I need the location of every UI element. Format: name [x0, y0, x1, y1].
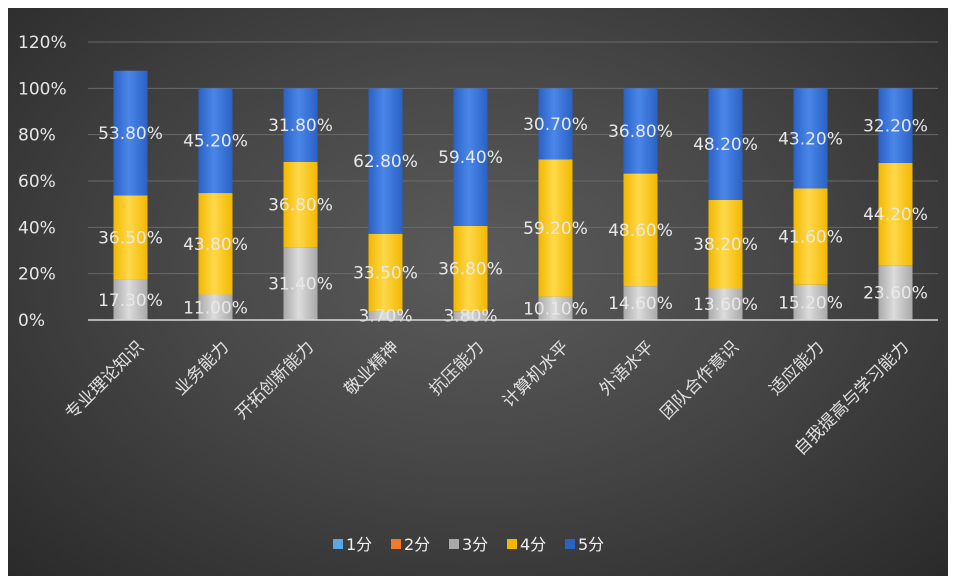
- y-tick-label: 80%: [18, 126, 56, 146]
- legend-swatch: [449, 539, 459, 549]
- x-category-label: 外语水平: [596, 337, 658, 399]
- data-label: 41.60%: [778, 228, 843, 248]
- data-label: 62.80%: [353, 152, 418, 172]
- bar-segment-5分: [878, 88, 913, 163]
- chart-area: 0% 20% 40% 60% 80% 100% 120% 17.30% 36.50% 53.80%…: [8, 8, 948, 576]
- data-label: 44.20%: [863, 205, 928, 225]
- data-label: 31.40%: [268, 275, 333, 295]
- legend-swatch: [391, 539, 401, 549]
- data-label: 59.40%: [438, 148, 503, 168]
- bar-segment-3分: [878, 265, 913, 320]
- data-label: 14.60%: [608, 294, 673, 314]
- data-label: 13.60%: [693, 295, 758, 315]
- y-tick-label: 120%: [18, 33, 67, 53]
- bar-segment-3分: [453, 311, 488, 320]
- data-label: 3.70%: [358, 307, 412, 327]
- bar-segment-5分: [368, 88, 403, 234]
- bar-segment-4分: [708, 199, 743, 289]
- data-label: 23.60%: [863, 284, 928, 304]
- data-label: 15.20%: [778, 293, 843, 313]
- y-tick-label: 60%: [18, 172, 56, 192]
- legend-swatch: [507, 539, 517, 549]
- x-category-label: 开拓创新能力: [232, 337, 318, 423]
- legend-label: 1分: [346, 535, 372, 554]
- data-label: 38.20%: [693, 235, 758, 255]
- bar-segment-4分: [198, 193, 233, 295]
- data-label: 33.50%: [353, 264, 418, 284]
- bar-segment-5分: [453, 88, 488, 226]
- bar-segment-4分: [113, 195, 148, 280]
- bar-segment-5分: [623, 88, 658, 174]
- x-category-label: 团队合作意识: [657, 337, 743, 423]
- x-category-label: 专业理论知识: [62, 337, 148, 423]
- data-label: 3.80%: [443, 307, 497, 327]
- bar-segment-5分: [198, 88, 233, 194]
- legend-swatch: [565, 539, 575, 549]
- legend-label: 4分: [520, 535, 546, 554]
- x-category-label: 业务能力: [171, 337, 233, 399]
- legend-label: 3分: [462, 535, 488, 554]
- data-label: 17.30%: [98, 291, 163, 311]
- bar-segment-3分: [623, 286, 658, 320]
- bar-segment-3分: [283, 247, 318, 320]
- bar-segment-4分: [283, 162, 318, 248]
- data-label: 32.20%: [863, 117, 928, 137]
- bar-segment-3分: [113, 279, 148, 320]
- x-category-label: 适应能力: [766, 337, 828, 399]
- bar-segment-5分: [113, 70, 148, 196]
- bar-segment-5分: [538, 88, 573, 160]
- bar-segment-3分: [793, 284, 828, 320]
- data-label: 36.80%: [438, 260, 503, 280]
- data-label: 53.80%: [98, 124, 163, 144]
- legend-item[interactable]: 4分: [507, 535, 546, 554]
- bar-segment-4分: [368, 233, 403, 312]
- data-label: 10.10%: [523, 299, 588, 319]
- bar-segment-5分: [793, 88, 828, 189]
- bar-segment-4分: [623, 173, 658, 287]
- bar-segment-3分: [368, 311, 403, 320]
- data-label: 48.20%: [693, 135, 758, 155]
- bar-segment-4分: [453, 225, 488, 312]
- legend-swatch: [333, 539, 343, 549]
- stacked-bar-chart: 0% 20% 40% 60% 80% 100% 120% 17.30% 36.50% 53.80%…: [18, 33, 938, 554]
- x-category-label: 敬业精神: [341, 337, 403, 399]
- data-label: 43.20%: [778, 129, 843, 149]
- bar-segment-4分: [878, 162, 913, 266]
- legend-label: 2分: [404, 535, 430, 554]
- y-tick-label: 40%: [18, 218, 56, 238]
- y-tick-label: 0%: [18, 311, 45, 331]
- data-label: 31.80%: [268, 116, 333, 136]
- bar-segment-4分: [538, 159, 573, 297]
- bar-segment-3分: [538, 296, 573, 320]
- data-label: 59.20%: [523, 219, 588, 239]
- data-label: 36.50%: [98, 229, 163, 249]
- legend-item[interactable]: 5分: [565, 535, 604, 554]
- bar-segment-5分: [708, 88, 743, 200]
- x-category-label: 计算机水平: [499, 337, 573, 411]
- bar-segment-4分: [793, 188, 828, 285]
- bar-segment-5分: [283, 88, 318, 163]
- data-label: 11.00%: [183, 298, 248, 318]
- y-tick-label: 20%: [18, 265, 56, 285]
- bar-segment-3分: [708, 288, 743, 320]
- data-label: 43.80%: [183, 235, 248, 255]
- data-label: 48.60%: [608, 221, 673, 241]
- legend-item[interactable]: 2分: [391, 535, 430, 554]
- y-tick-label: 100%: [18, 79, 67, 99]
- x-category-label: 抗压能力: [426, 337, 488, 399]
- data-label: 36.80%: [608, 122, 673, 142]
- legend-label: 5分: [578, 535, 604, 554]
- legend-item[interactable]: 1分: [333, 535, 372, 554]
- bar-segment-3分: [198, 294, 233, 320]
- data-label: 30.70%: [523, 115, 588, 135]
- data-label: 36.80%: [268, 196, 333, 216]
- data-label: 45.20%: [183, 132, 248, 152]
- legend-item[interactable]: 3分: [449, 535, 488, 554]
